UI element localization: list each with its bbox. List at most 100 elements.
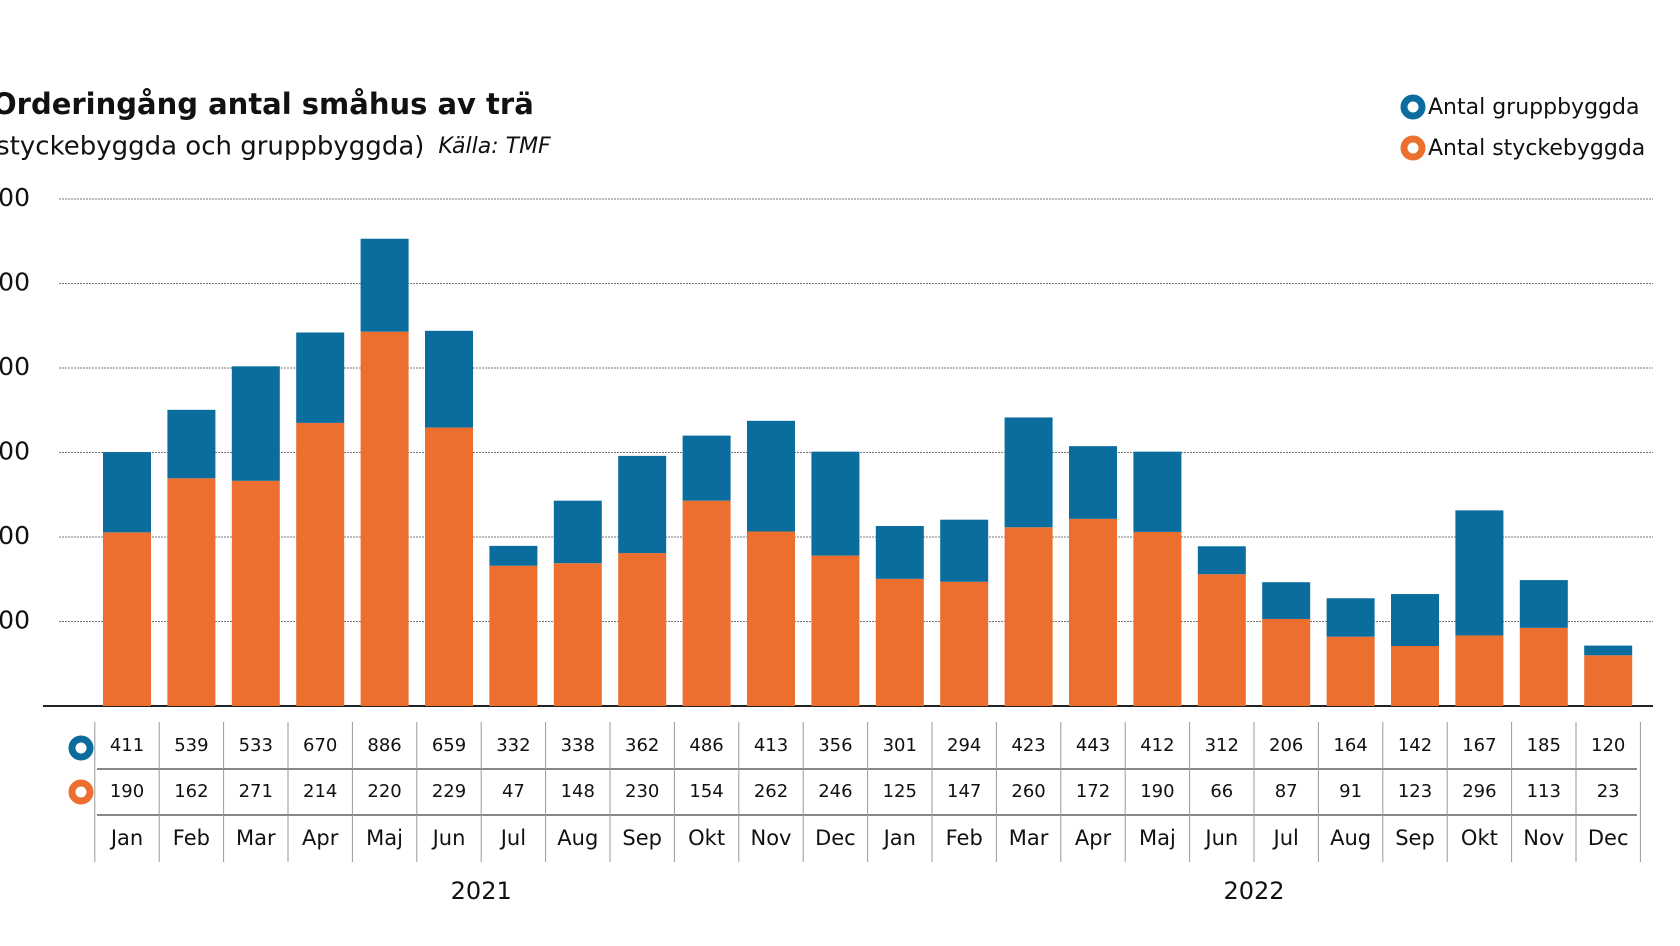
x-tick-label: Feb xyxy=(173,826,210,850)
bar xyxy=(1197,574,1246,706)
bar xyxy=(618,553,667,706)
y-tick-label: 600 xyxy=(0,437,30,466)
table-value: 148 xyxy=(561,781,595,802)
bar xyxy=(1197,546,1246,575)
x-tick-label: Apr xyxy=(302,826,339,850)
legend-swatch xyxy=(1400,135,1426,161)
table-value: 413 xyxy=(754,735,788,756)
table-value: 185 xyxy=(1527,735,1561,756)
table-value: 142 xyxy=(1398,735,1432,756)
table-value: 412 xyxy=(1140,735,1174,756)
x-tick-label: Aug xyxy=(557,826,598,850)
x-tick-label: Jul xyxy=(499,826,526,850)
table-value: 164 xyxy=(1333,735,1367,756)
bar xyxy=(940,581,989,706)
table-value: 190 xyxy=(110,781,144,802)
bar xyxy=(1004,417,1053,528)
table-value: 486 xyxy=(689,735,723,756)
bar xyxy=(167,409,216,479)
group-label: 2022 xyxy=(1223,877,1284,905)
x-tick-label: Mar xyxy=(236,826,276,850)
chart-title: Orderingång antal småhus av trä xyxy=(0,87,534,121)
table-value: 23 xyxy=(1597,781,1620,802)
x-tick-label: Sep xyxy=(1395,826,1435,850)
table-value: 66 xyxy=(1210,781,1233,802)
x-tick-label: Dec xyxy=(815,826,856,850)
table-value: 296 xyxy=(1462,781,1496,802)
bar xyxy=(553,500,602,564)
bar xyxy=(875,578,924,706)
x-tick-label: Aug xyxy=(1330,826,1371,850)
table-value: 147 xyxy=(947,781,981,802)
table-value: 443 xyxy=(1076,735,1110,756)
bar xyxy=(360,331,409,706)
table-value: 190 xyxy=(1140,781,1174,802)
chart-subtitle: (styckebyggda och gruppbyggda) xyxy=(0,132,424,162)
table-value: 294 xyxy=(947,735,981,756)
y-tick-label: 400 xyxy=(0,521,30,550)
table-value: 113 xyxy=(1527,781,1561,802)
table-value: 659 xyxy=(432,735,466,756)
table-value: 338 xyxy=(561,735,595,756)
table-value: 246 xyxy=(818,781,852,802)
group-label: 2021 xyxy=(451,877,512,905)
table-value: 172 xyxy=(1076,781,1110,802)
bar xyxy=(425,330,473,428)
x-tick-label: Jun xyxy=(431,826,466,850)
x-tick-label: Feb xyxy=(946,826,983,850)
bar xyxy=(296,422,345,706)
bar xyxy=(553,563,602,706)
bar xyxy=(231,480,280,706)
table-value: 262 xyxy=(754,781,788,802)
table-value: 301 xyxy=(883,735,917,756)
y-tick-label: 1200 xyxy=(0,183,30,212)
table-value: 123 xyxy=(1398,781,1432,802)
bar xyxy=(1584,655,1633,706)
x-tick-label: Nov xyxy=(751,826,792,850)
bar xyxy=(360,238,409,332)
table-value: 362 xyxy=(625,735,659,756)
bar xyxy=(1519,627,1568,706)
bar xyxy=(1262,618,1311,706)
bar xyxy=(1133,451,1182,532)
bar xyxy=(489,565,538,706)
bar xyxy=(747,531,795,706)
table-value: 356 xyxy=(818,735,852,756)
bar xyxy=(940,519,989,582)
bar xyxy=(1326,636,1375,706)
bar xyxy=(1455,510,1504,636)
x-tick-label: Jun xyxy=(1203,826,1238,850)
table-value: 162 xyxy=(174,781,208,802)
table-value: 47 xyxy=(502,781,525,802)
source: Källa: TMF xyxy=(438,134,551,159)
bar xyxy=(682,500,731,706)
table-value: 230 xyxy=(625,781,659,802)
bar xyxy=(1326,598,1375,637)
bar xyxy=(1262,582,1311,619)
y-tick-label: 1000 xyxy=(0,268,30,297)
table-value: 332 xyxy=(496,735,530,756)
bar xyxy=(296,332,345,423)
x-tick-label: Apr xyxy=(1075,826,1112,850)
legend-label: Antal styckebyggda xyxy=(1428,136,1645,161)
x-tick-label: Jan xyxy=(109,826,143,850)
table-value: 87 xyxy=(1275,781,1298,802)
table-value: 220 xyxy=(367,781,401,802)
x-tick-label: Okt xyxy=(688,826,725,850)
x-tick-label: Maj xyxy=(366,826,403,850)
table-icons xyxy=(68,735,94,805)
table-value: 423 xyxy=(1011,735,1045,756)
bar xyxy=(811,451,860,556)
bar xyxy=(231,366,280,481)
bar xyxy=(875,526,924,579)
table-value: 154 xyxy=(689,781,723,802)
bar xyxy=(618,455,667,554)
x-tick-label: Nov xyxy=(1523,826,1564,850)
bar xyxy=(425,427,473,706)
bar xyxy=(1069,446,1117,519)
bar xyxy=(1133,531,1182,706)
table-value: 206 xyxy=(1269,735,1303,756)
table-value: 91 xyxy=(1339,781,1362,802)
table-value: 533 xyxy=(239,735,273,756)
bar xyxy=(811,555,860,706)
